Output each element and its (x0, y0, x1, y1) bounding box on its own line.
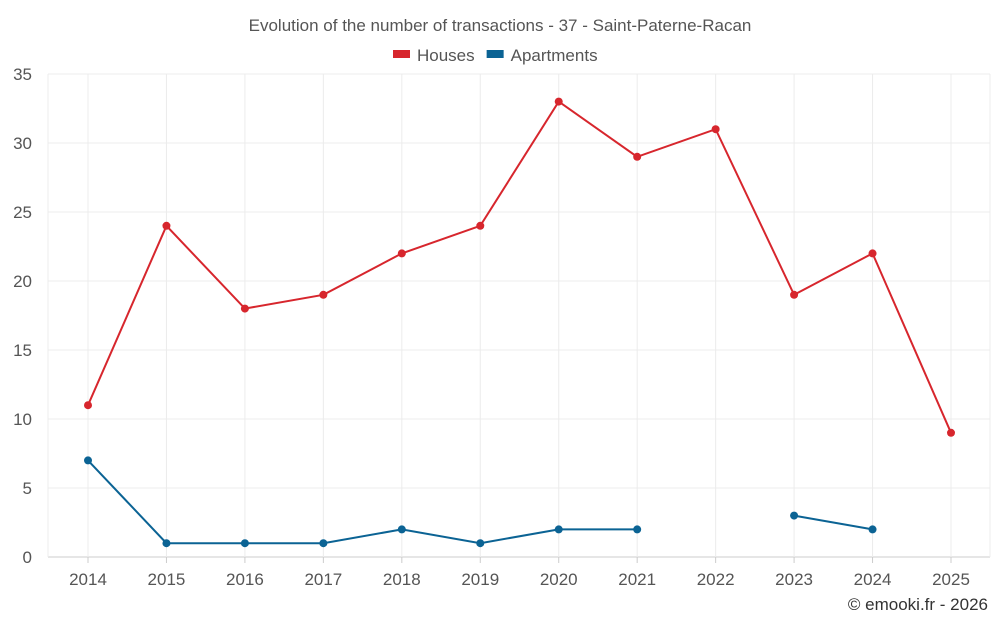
data-point-houses-2022[interactable] (711, 125, 720, 134)
legend: Houses Apartments (393, 46, 598, 65)
data-point-apartments-2024[interactable] (868, 525, 877, 534)
series-line-houses (87, 100, 952, 434)
data-point-houses-2023[interactable] (790, 290, 799, 299)
data-point-houses-2021[interactable] (633, 152, 642, 161)
x-tick-label: 2019 (461, 570, 499, 589)
data-point-houses-2025[interactable] (947, 428, 955, 437)
legend-label-apartments[interactable]: Apartments (511, 46, 598, 65)
legend-label-houses[interactable]: Houses (417, 46, 475, 65)
data-point-houses-2015[interactable] (162, 221, 171, 230)
data-point-apartments-2017[interactable] (319, 539, 328, 548)
data-point-houses-2020[interactable] (554, 97, 563, 106)
series-line-apartments (793, 514, 873, 531)
legend-swatch-houses (393, 50, 410, 58)
data-point-apartments-2018[interactable] (397, 525, 406, 534)
y-tick-label: 15 (13, 341, 32, 360)
legend-swatch-apartments (486, 50, 504, 58)
x-tick-label: 2020 (540, 570, 578, 589)
data-point-houses-2016[interactable] (240, 304, 249, 313)
x-tick-label: 2014 (69, 570, 107, 589)
data-point-houses-2017[interactable] (319, 290, 328, 299)
series-line-apartments (87, 459, 638, 545)
series-apartments (84, 456, 877, 548)
y-tick-label: 35 (13, 65, 32, 84)
data-point-houses-2024[interactable] (868, 249, 877, 258)
x-tick-label: 2016 (226, 570, 264, 589)
x-tick-label: 2023 (775, 570, 813, 589)
y-tick-label: 30 (13, 134, 32, 153)
data-point-apartments-2020[interactable] (554, 525, 563, 534)
x-tick-label: 2022 (697, 570, 735, 589)
x-tick-label: 2021 (618, 570, 656, 589)
x-tick-label: 2015 (148, 570, 186, 589)
credit-text: © emooki.fr - 2026 (848, 595, 988, 614)
y-tick-label: 5 (23, 479, 32, 498)
data-point-apartments-2014[interactable] (84, 456, 92, 465)
y-tick-label: 25 (13, 203, 32, 222)
data-point-apartments-2019[interactable] (476, 539, 485, 548)
series-layer (84, 97, 955, 548)
x-axis-ticks: 2014 2015 2016 2017 2018 2019 2020 2021 2022 2023… (69, 570, 970, 589)
x-tick-label: 2024 (854, 570, 892, 589)
chart-title: Evolution of the number of transactions … (249, 16, 752, 35)
data-point-houses-2014[interactable] (84, 401, 92, 410)
gridlines (47, 73, 991, 563)
data-point-apartments-2015[interactable] (162, 539, 171, 548)
data-point-houses-2019[interactable] (476, 221, 485, 230)
data-point-apartments-2021[interactable] (633, 525, 642, 534)
x-tick-label: 2025 (932, 570, 970, 589)
y-axis-ticks: 0 5 10 15 20 25 30 35 (13, 65, 32, 567)
data-point-apartments-2023[interactable] (790, 511, 799, 520)
data-point-houses-2018[interactable] (397, 249, 406, 258)
series-houses (84, 97, 955, 437)
x-tick-label: 2017 (304, 570, 342, 589)
y-tick-label: 20 (13, 272, 32, 291)
y-tick-label: 0 (23, 548, 32, 567)
y-tick-label: 10 (13, 410, 32, 429)
x-tick-label: 2018 (383, 570, 421, 589)
data-point-apartments-2016[interactable] (240, 539, 249, 548)
